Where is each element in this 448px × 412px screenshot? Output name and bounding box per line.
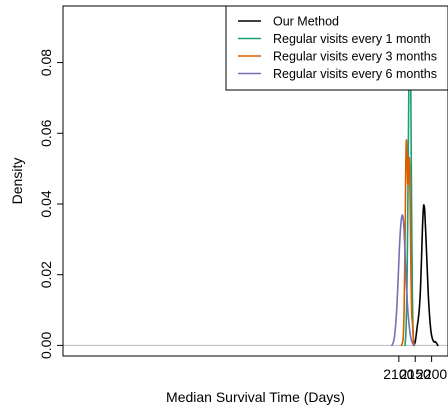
y-axis-title: Density xyxy=(9,158,25,205)
y-tick-label: 0.00 xyxy=(38,332,54,359)
legend-label: Our Method xyxy=(273,15,339,29)
x-tick-label: 2100 xyxy=(383,366,414,382)
y-tick-label: 0.06 xyxy=(38,119,54,146)
y-tick-label: 0.08 xyxy=(38,49,54,76)
y-axis: 0.00 0.02 0.04 0.06 0.08 xyxy=(38,49,63,359)
legend-label: Regular visits every 6 months xyxy=(273,67,437,81)
legend-label: Regular visits every 1 month xyxy=(273,32,431,46)
legend: Our Method Regular visits every 1 month Re… xyxy=(225,5,448,91)
legend-box xyxy=(225,5,448,91)
y-tick-label: 0.04 xyxy=(38,190,54,217)
y-tick-label: 0.02 xyxy=(38,261,54,288)
x-tick-label: 2200 xyxy=(416,366,447,382)
series-line-4 xyxy=(391,214,415,347)
x-tick-label: 2150 xyxy=(400,366,431,382)
legend-label: Regular visits every 3 months xyxy=(273,50,437,64)
x-axis-title: Median Survival Time (Days) xyxy=(166,389,345,405)
series-line-1 xyxy=(413,204,439,347)
